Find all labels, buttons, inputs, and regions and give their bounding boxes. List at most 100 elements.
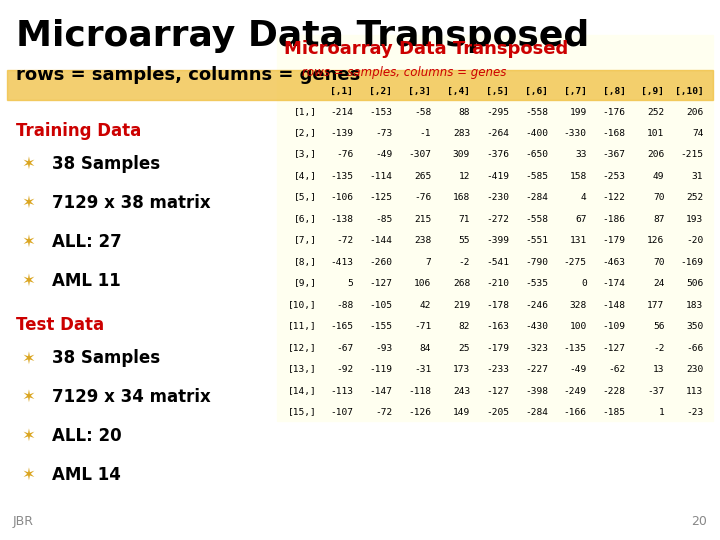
Text: 25: 25 [459,344,470,353]
Text: -228: -228 [603,387,626,396]
Text: 252: 252 [647,107,665,117]
Text: -179: -179 [603,237,626,246]
Text: -58: -58 [414,107,431,117]
Text: [10,]: [10,] [288,301,317,310]
Text: -113: -113 [330,387,354,396]
Text: 183: 183 [686,301,703,310]
Text: -125: -125 [369,193,392,202]
Text: [2,]: [2,] [294,129,317,138]
Text: -109: -109 [603,322,626,332]
Text: -419: -419 [486,172,509,181]
Text: -153: -153 [369,107,392,117]
Text: 268: 268 [453,279,470,288]
Text: 7: 7 [426,258,431,267]
Text: 219: 219 [453,301,470,310]
Text: 24: 24 [653,279,665,288]
Text: 84: 84 [420,344,431,353]
Text: -233: -233 [486,366,509,374]
Text: -169: -169 [680,258,703,267]
Text: ✶: ✶ [22,233,35,251]
Text: -1: -1 [420,129,431,138]
Text: -176: -176 [603,107,626,117]
Text: [4,]: [4,] [294,172,317,181]
Text: -330: -330 [564,129,587,138]
Text: -127: -127 [369,279,392,288]
Text: -185: -185 [603,408,626,417]
Text: -558: -558 [525,107,548,117]
Text: -463: -463 [603,258,626,267]
Text: JBR: JBR [13,515,34,528]
Text: -376: -376 [486,151,509,159]
Text: -174: -174 [603,279,626,288]
Text: 13: 13 [653,366,665,374]
Text: 113: 113 [686,387,703,396]
Text: Training Data: Training Data [16,122,141,139]
Text: -790: -790 [525,258,548,267]
Text: -93: -93 [375,344,392,353]
Bar [277,35,713,421]
Text: 74: 74 [692,129,703,138]
Text: [5,]: [5,] [294,193,317,202]
Text: -186: -186 [603,215,626,224]
Text: -23: -23 [686,408,703,417]
Text: [11,]: [11,] [288,322,317,332]
Text: -62: -62 [608,366,626,374]
Text: [14,]: [14,] [288,387,317,396]
Text: -92: -92 [336,366,354,374]
Text: [,5]: [,5] [486,86,509,96]
Text: -323: -323 [525,344,548,353]
Text: 42: 42 [420,301,431,310]
Text: 7129 x 34 matrix: 7129 x 34 matrix [52,388,210,406]
Text: ✶: ✶ [22,155,35,173]
Text: -264: -264 [486,129,509,138]
Text: -284: -284 [525,408,548,417]
Text: -71: -71 [414,322,431,332]
Text: -398: -398 [525,387,548,396]
Text: ALL: 20: ALL: 20 [52,427,122,445]
Text: -127: -127 [486,387,509,396]
Text: 283: 283 [453,129,470,138]
Text: Microarray Data Transposed: Microarray Data Transposed [16,19,589,53]
Text: ✶: ✶ [22,427,35,445]
Text: 101: 101 [647,129,665,138]
Text: [,9]: [,9] [642,86,665,96]
Text: ✶: ✶ [22,349,35,367]
Text: 350: 350 [686,322,703,332]
Text: 158: 158 [570,172,587,181]
Text: -400: -400 [525,129,548,138]
Text: -272: -272 [486,215,509,224]
Text: -20: -20 [686,237,703,246]
Text: [1,]: [1,] [294,107,317,117]
Text: [,6]: [,6] [525,86,548,96]
Text: ✶: ✶ [22,466,35,484]
Text: [,10]: [,10] [675,86,703,96]
Text: -585: -585 [525,172,548,181]
Text: -139: -139 [330,129,354,138]
Text: -275: -275 [564,258,587,267]
Text: -76: -76 [414,193,431,202]
Text: 0: 0 [581,279,587,288]
Text: -135: -135 [564,344,587,353]
Text: -72: -72 [375,408,392,417]
Text: -168: -168 [603,129,626,138]
Text: Test Data: Test Data [16,316,104,334]
Text: 149: 149 [453,408,470,417]
Text: -118: -118 [408,387,431,396]
Text: [,7]: [,7] [564,86,587,96]
Text: 106: 106 [414,279,431,288]
Text: -246: -246 [525,301,548,310]
Text: -49: -49 [375,151,392,159]
Text: [8,]: [8,] [294,258,317,267]
Text: -205: -205 [486,408,509,417]
Bar [7,70,713,100]
Text: -49: -49 [570,366,587,374]
Text: rows = samples, columns = genes: rows = samples, columns = genes [302,66,507,79]
Text: 168: 168 [453,193,470,202]
Text: 12: 12 [459,172,470,181]
Text: -295: -295 [486,107,509,117]
Text: [15,]: [15,] [288,408,317,417]
Text: 238: 238 [414,237,431,246]
Text: 252: 252 [686,193,703,202]
Text: 38 Samples: 38 Samples [52,155,160,173]
Text: -165: -165 [330,322,354,332]
